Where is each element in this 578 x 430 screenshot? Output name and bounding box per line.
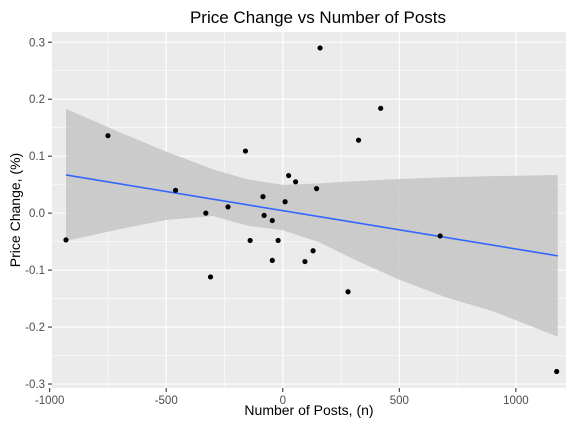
data-point (261, 212, 267, 219)
data-point (282, 199, 288, 205)
x-tick-label: -1000 (35, 395, 64, 407)
data-point (313, 186, 320, 192)
data-point (260, 194, 266, 200)
data-point (286, 172, 292, 179)
data-point (292, 179, 299, 185)
data-point (105, 133, 111, 139)
data-point (247, 237, 253, 244)
y-tick-label: 0.2 (29, 94, 45, 106)
data-point (207, 274, 214, 280)
y-tick-label: -0.3 (25, 379, 45, 391)
points-layer (63, 45, 560, 375)
data-point (378, 105, 384, 111)
trend-line (65, 174, 558, 257)
data-point (269, 217, 275, 224)
data-point (317, 45, 323, 51)
y-axis: -0.3 -0.2 -0.1 0.0 0.1 0.2 0.3 (25, 37, 52, 391)
chart-title: Price Change vs Number of Posts (190, 8, 446, 27)
x-tick-label: 0 (280, 395, 286, 407)
x-tick-label: 1000 (503, 395, 529, 407)
data-point (437, 233, 443, 239)
data-point (63, 237, 69, 243)
data-point (554, 368, 560, 375)
trend-line-layer (65, 174, 558, 257)
data-point (172, 187, 179, 193)
data-point (275, 237, 281, 244)
x-axis-title: Number of Posts, (n) (244, 402, 373, 418)
x-tick-label: 500 (390, 395, 409, 407)
x-axis: -1000 -500 0 500 1000 (35, 388, 529, 407)
data-point (355, 137, 362, 143)
data-point (310, 248, 316, 254)
y-tick-label: 0.0 (29, 208, 45, 220)
data-point (269, 257, 275, 264)
y-tick-label: -0.1 (25, 265, 45, 277)
y-axis-title: Price Change, (%) (7, 153, 23, 267)
data-point (225, 204, 231, 210)
x-tick-label: -500 (155, 395, 178, 407)
y-tick-label: 0.3 (29, 37, 45, 49)
data-point (242, 148, 249, 154)
y-tick-label: 0.1 (29, 151, 45, 163)
data-point (302, 258, 308, 265)
data-point (345, 289, 351, 295)
confidence-band-layer (66, 108, 558, 337)
data-point (203, 210, 209, 216)
y-tick-label: -0.2 (25, 322, 45, 334)
confidence-band (66, 108, 558, 337)
